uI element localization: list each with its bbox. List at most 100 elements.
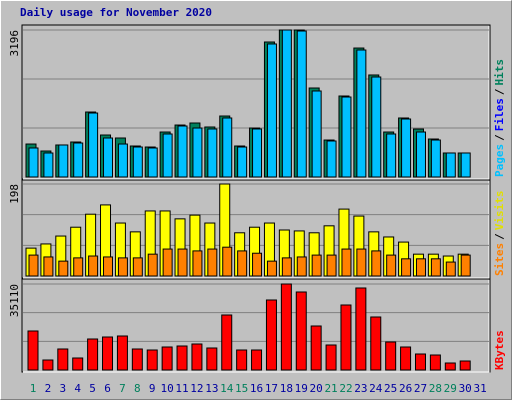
bar — [88, 255, 99, 277]
bar — [176, 345, 188, 371]
bar — [251, 349, 263, 371]
x-tick-label: 30 — [459, 382, 472, 395]
bar — [445, 152, 456, 178]
bar — [147, 147, 158, 178]
bar — [281, 29, 292, 178]
bar — [429, 354, 441, 371]
bar — [310, 325, 322, 371]
x-tick-label: 31 — [473, 382, 486, 395]
legend: KBytes — [493, 330, 506, 370]
bar — [103, 256, 114, 277]
x-tick-label: 11 — [175, 382, 188, 395]
legend: Sites / Visits — [493, 191, 506, 277]
bar — [162, 248, 173, 277]
x-tick-label: 28 — [429, 382, 442, 395]
bar — [207, 248, 218, 277]
x-tick-label: 14 — [220, 382, 234, 395]
bar — [72, 357, 84, 371]
legend-entry: Files — [493, 98, 506, 131]
legend-entry: Hits — [493, 59, 506, 86]
x-tick-label: 26 — [399, 382, 412, 395]
bar — [222, 117, 233, 178]
bar — [459, 360, 471, 371]
bar — [341, 96, 352, 178]
x-tick-label: 24 — [369, 382, 383, 395]
bar — [42, 359, 54, 371]
bar — [147, 253, 158, 277]
x-tick-label: 18 — [280, 382, 293, 395]
panel-bevel — [23, 26, 490, 180]
x-tick-label: 12 — [190, 382, 203, 395]
bar — [415, 258, 426, 277]
x-tick-label: 21 — [324, 382, 337, 395]
x-tick-label: 8 — [134, 382, 141, 395]
bar — [192, 127, 203, 178]
bar — [177, 125, 188, 178]
bar — [132, 257, 143, 277]
bar — [132, 146, 143, 178]
bar — [73, 142, 84, 178]
x-tick-label: 2 — [45, 382, 52, 395]
bar — [266, 43, 277, 178]
bar — [146, 349, 158, 371]
bar — [27, 330, 39, 371]
bar — [296, 30, 307, 178]
bar — [356, 248, 367, 277]
bar — [415, 131, 426, 178]
bar — [401, 118, 412, 178]
bar — [57, 348, 69, 371]
bar — [87, 338, 99, 371]
bar — [414, 353, 426, 371]
bar — [237, 146, 248, 178]
y-tick-label: 198 — [8, 184, 21, 204]
x-tick-label: 20 — [310, 382, 323, 395]
x-tick-label: 7 — [119, 382, 126, 395]
bar — [58, 260, 69, 277]
bar — [117, 143, 128, 178]
bar — [400, 346, 412, 371]
legend-entry: / — [493, 88, 506, 95]
x-tick-label: 6 — [104, 382, 111, 395]
bar — [88, 112, 99, 178]
bar — [326, 254, 337, 277]
bar — [237, 250, 248, 277]
legend-entry: / — [493, 233, 506, 240]
bar — [430, 139, 441, 178]
y-tick-label: 35110 — [8, 284, 21, 317]
x-tick-label: 1 — [30, 382, 37, 395]
bar — [28, 254, 39, 277]
bar — [401, 258, 412, 277]
bar — [266, 260, 277, 277]
x-tick-label: 3 — [59, 382, 66, 395]
bar — [444, 362, 456, 371]
x-tick-label: 15 — [235, 382, 248, 395]
bar — [222, 246, 233, 277]
bar — [370, 316, 382, 371]
bar — [236, 349, 248, 371]
bar — [386, 254, 397, 277]
bar — [161, 346, 173, 371]
panel-bevel — [23, 280, 490, 373]
bar — [162, 133, 173, 178]
bar — [192, 250, 203, 277]
bar — [177, 248, 188, 277]
legend-entry: Pages — [493, 144, 506, 177]
bar — [43, 256, 54, 277]
bar — [385, 341, 397, 371]
bar — [356, 49, 367, 178]
chart-title: Daily usage for November 2020 — [20, 6, 212, 19]
bar — [117, 257, 128, 277]
x-tick-label: 23 — [354, 382, 367, 395]
bar — [73, 257, 84, 277]
bar — [430, 258, 441, 277]
bar — [116, 335, 128, 371]
bar — [103, 137, 114, 178]
bar — [265, 299, 277, 371]
x-tick-label: 27 — [414, 382, 427, 395]
x-tick-label: 17 — [265, 382, 278, 395]
x-tick-label: 29 — [444, 382, 457, 395]
bar — [460, 152, 471, 178]
bar — [371, 76, 382, 178]
